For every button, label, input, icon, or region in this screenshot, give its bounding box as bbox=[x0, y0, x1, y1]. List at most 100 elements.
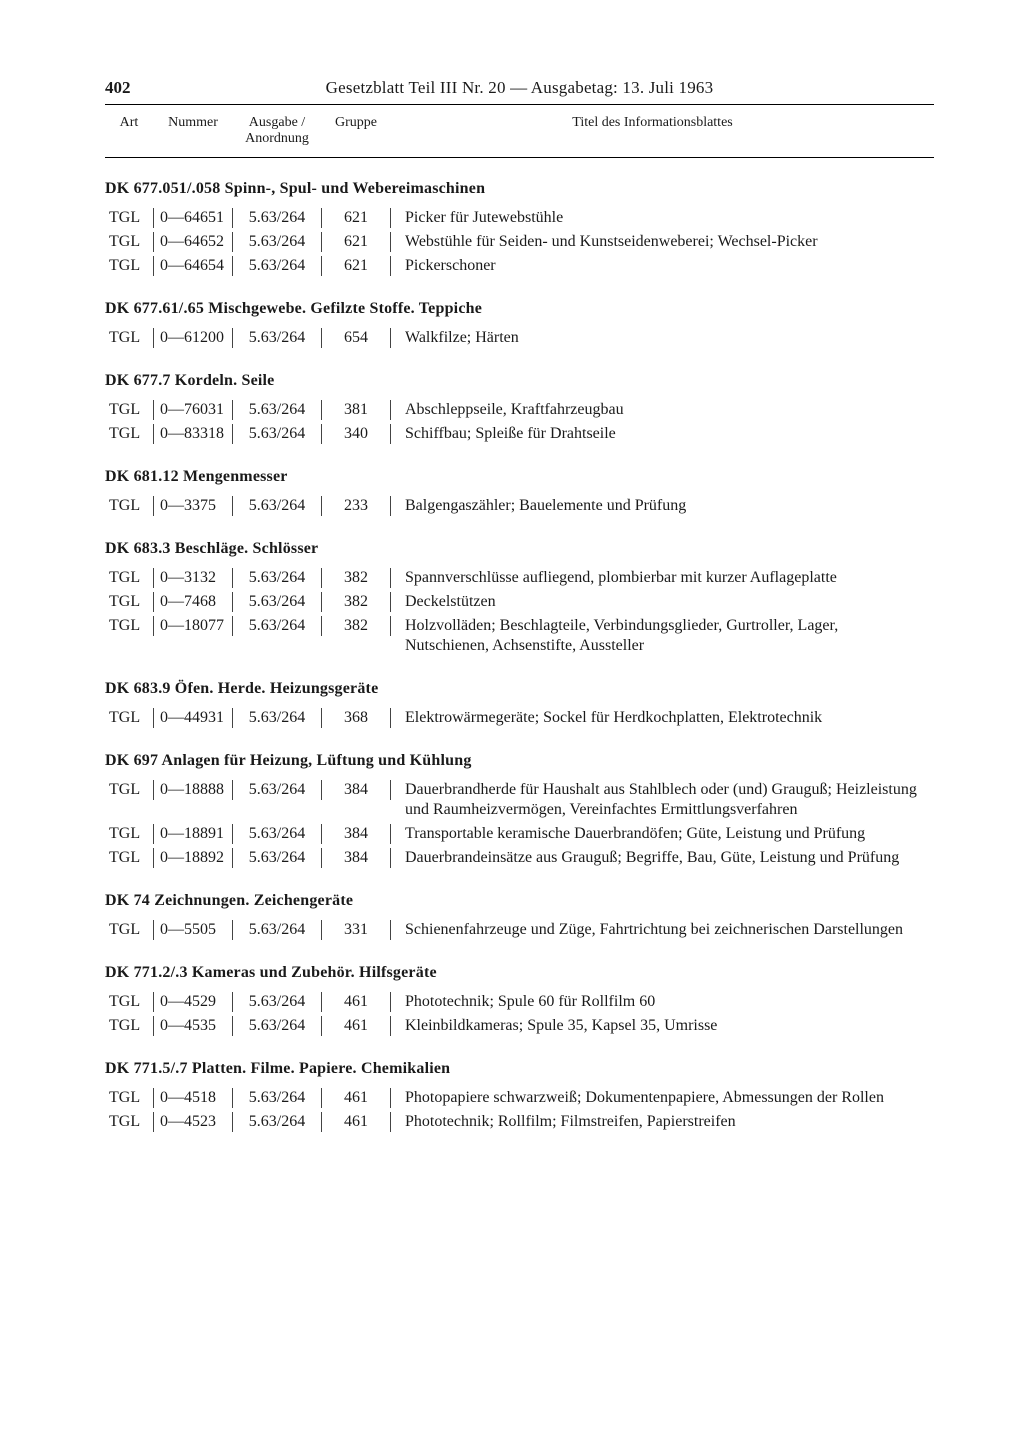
section: DK 677.61/.65 Mischgewebe. Gefilzte Stof… bbox=[105, 300, 934, 350]
col-header-ausgabe: Ausgabe / Anordnung bbox=[233, 115, 321, 147]
cell-titel: Walkfilze; Härten bbox=[391, 328, 934, 348]
cell-art: TGL bbox=[105, 328, 153, 348]
col-header-titel: Titel des Informationsblattes bbox=[391, 115, 934, 147]
cell-art: TGL bbox=[105, 256, 153, 276]
section-title: DK 771.5/.7 Platten. Filme. Papiere. Che… bbox=[105, 1060, 934, 1078]
cell-ausgabe: 5.63/264 bbox=[233, 256, 321, 276]
cell-nummer: 0—76031 bbox=[153, 400, 233, 420]
page-number: 402 bbox=[105, 78, 165, 98]
section: DK 681.12 MengenmesserTGL0—33755.63/2642… bbox=[105, 468, 934, 518]
cell-gruppe: 621 bbox=[321, 208, 391, 228]
cell-gruppe: 384 bbox=[321, 824, 391, 844]
cell-nummer: 0—83318 bbox=[153, 424, 233, 444]
cell-gruppe: 331 bbox=[321, 920, 391, 940]
table-row: TGL0—188925.63/264384Dauerbrandeinsätze … bbox=[105, 846, 934, 870]
cell-gruppe: 461 bbox=[321, 1088, 391, 1108]
cell-titel: Deckelstützen bbox=[391, 592, 934, 612]
cell-titel: Spannverschlüsse aufliegend, plombierbar… bbox=[391, 568, 934, 588]
col-header-gruppe: Gruppe bbox=[321, 115, 391, 147]
cell-art: TGL bbox=[105, 1112, 153, 1132]
section: DK 697 Anlagen für Heizung, Lüftung und … bbox=[105, 752, 934, 870]
cell-nummer: 0—4518 bbox=[153, 1088, 233, 1108]
cell-gruppe: 340 bbox=[321, 424, 391, 444]
table-row: TGL0—31325.63/264382Spannverschlüsse auf… bbox=[105, 566, 934, 590]
cell-art: TGL bbox=[105, 1016, 153, 1036]
cell-nummer: 0—44931 bbox=[153, 708, 233, 728]
cell-titel: Photopapiere schwarzweiß; Dokumentenpapi… bbox=[391, 1088, 934, 1108]
cell-ausgabe: 5.63/264 bbox=[233, 1112, 321, 1132]
cell-titel: Pickerschoner bbox=[391, 256, 934, 276]
section-title: DK 771.2/.3 Kameras und Zubehör. Hilfsge… bbox=[105, 964, 934, 982]
cell-gruppe: 381 bbox=[321, 400, 391, 420]
cell-art: TGL bbox=[105, 496, 153, 516]
cell-nummer: 0—7468 bbox=[153, 592, 233, 612]
cell-art: TGL bbox=[105, 616, 153, 636]
table-row: TGL0—188915.63/264384Transportable keram… bbox=[105, 822, 934, 846]
cell-ausgabe: 5.63/264 bbox=[233, 848, 321, 868]
cell-nummer: 0—4529 bbox=[153, 992, 233, 1012]
cell-ausgabe: 5.63/264 bbox=[233, 208, 321, 228]
cell-titel: Picker für Jutewebstühle bbox=[391, 208, 934, 228]
table-row: TGL0—45185.63/264461Photopapiere schwarz… bbox=[105, 1086, 934, 1110]
cell-nummer: 0—64652 bbox=[153, 232, 233, 252]
cell-ausgabe: 5.63/264 bbox=[233, 232, 321, 252]
page-header: 402 Gesetzblatt Teil III Nr. 20 — Ausgab… bbox=[105, 78, 934, 105]
table-row: TGL0—449315.63/264368Elektrowärmegeräte;… bbox=[105, 706, 934, 730]
cell-gruppe: 461 bbox=[321, 992, 391, 1012]
table-row: TGL0—760315.63/264381Abschleppseile, Kra… bbox=[105, 398, 934, 422]
cell-titel: Kleinbildkameras; Spule 35, Kapsel 35, U… bbox=[391, 1016, 934, 1036]
cell-nummer: 0—61200 bbox=[153, 328, 233, 348]
cell-nummer: 0—18077 bbox=[153, 616, 233, 636]
cell-art: TGL bbox=[105, 592, 153, 612]
cell-art: TGL bbox=[105, 824, 153, 844]
table-row: TGL0—646545.63/264621Pickerschoner bbox=[105, 254, 934, 278]
cell-art: TGL bbox=[105, 232, 153, 252]
table-row: TGL0—646525.63/264621Webstühle für Seide… bbox=[105, 230, 934, 254]
column-headers: Art Nummer Ausgabe / Anordnung Gruppe Ti… bbox=[105, 105, 934, 158]
table-row: TGL0—45295.63/264461Phototechnik; Spule … bbox=[105, 990, 934, 1014]
cell-ausgabe: 5.63/264 bbox=[233, 1088, 321, 1108]
cell-gruppe: 368 bbox=[321, 708, 391, 728]
cell-gruppe: 654 bbox=[321, 328, 391, 348]
cell-nummer: 0—18888 bbox=[153, 780, 233, 800]
cell-art: TGL bbox=[105, 208, 153, 228]
section: DK 677.051/.058 Spinn-, Spul- und Webere… bbox=[105, 180, 934, 278]
cell-titel: Dauerbrandeinsätze aus Grauguß; Begriffe… bbox=[391, 848, 934, 868]
cell-titel: Transportable keramische Dauerbrandöfen;… bbox=[391, 824, 934, 844]
cell-art: TGL bbox=[105, 992, 153, 1012]
table-row: TGL0—74685.63/264382Deckelstützen bbox=[105, 590, 934, 614]
cell-gruppe: 382 bbox=[321, 592, 391, 612]
cell-titel: Abschleppseile, Kraftfahrzeugbau bbox=[391, 400, 934, 420]
cell-art: TGL bbox=[105, 920, 153, 940]
header-title: Gesetzblatt Teil III Nr. 20 — Ausgabetag… bbox=[165, 78, 934, 98]
cell-titel: Phototechnik; Spule 60 für Rollfilm 60 bbox=[391, 992, 934, 1012]
cell-ausgabe: 5.63/264 bbox=[233, 496, 321, 516]
section: DK 771.5/.7 Platten. Filme. Papiere. Che… bbox=[105, 1060, 934, 1134]
table-row: TGL0—33755.63/264233Balgengaszähler; Bau… bbox=[105, 494, 934, 518]
cell-ausgabe: 5.63/264 bbox=[233, 992, 321, 1012]
table-row: TGL0—180775.63/264382Holzvolläden; Besch… bbox=[105, 614, 934, 658]
table-row: TGL0—612005.63/264654Walkfilze; Härten bbox=[105, 326, 934, 350]
cell-ausgabe: 5.63/264 bbox=[233, 424, 321, 444]
cell-ausgabe: 5.63/264 bbox=[233, 400, 321, 420]
cell-art: TGL bbox=[105, 400, 153, 420]
cell-titel: Dauerbrandherde für Haushalt aus Stahlbl… bbox=[391, 780, 934, 820]
cell-nummer: 0—5505 bbox=[153, 920, 233, 940]
cell-ausgabe: 5.63/264 bbox=[233, 616, 321, 636]
cell-gruppe: 382 bbox=[321, 568, 391, 588]
cell-nummer: 0—18892 bbox=[153, 848, 233, 868]
table-row: TGL0—646515.63/264621Picker für Jutewebs… bbox=[105, 206, 934, 230]
cell-nummer: 0—64651 bbox=[153, 208, 233, 228]
cell-gruppe: 621 bbox=[321, 232, 391, 252]
section-title: DK 697 Anlagen für Heizung, Lüftung und … bbox=[105, 752, 934, 770]
cell-ausgabe: 5.63/264 bbox=[233, 568, 321, 588]
cell-gruppe: 461 bbox=[321, 1016, 391, 1036]
cell-gruppe: 233 bbox=[321, 496, 391, 516]
cell-nummer: 0—3132 bbox=[153, 568, 233, 588]
cell-ausgabe: 5.63/264 bbox=[233, 592, 321, 612]
cell-art: TGL bbox=[105, 848, 153, 868]
cell-ausgabe: 5.63/264 bbox=[233, 824, 321, 844]
cell-gruppe: 384 bbox=[321, 780, 391, 800]
section: DK 683.3 Beschläge. SchlösserTGL0—31325.… bbox=[105, 540, 934, 658]
table-row: TGL0—45355.63/264461Kleinbildkameras; Sp… bbox=[105, 1014, 934, 1038]
